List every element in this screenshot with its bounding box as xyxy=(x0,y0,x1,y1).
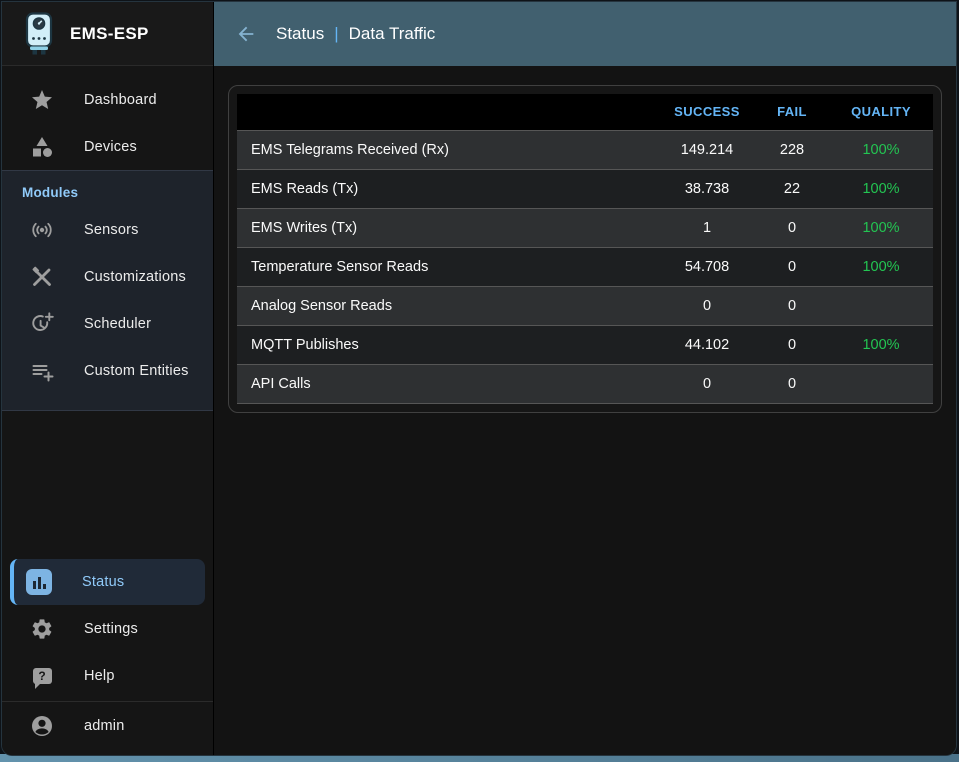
column-header-name xyxy=(237,94,659,130)
sidebar-item-admin[interactable]: admin xyxy=(2,702,213,749)
row-quality-value: 100% xyxy=(829,207,933,247)
user-label: admin xyxy=(84,717,125,734)
topbar-page: Data Traffic xyxy=(348,24,436,43)
row-label: Temperature Sensor Reads xyxy=(237,246,659,286)
playlist-add-icon xyxy=(30,359,54,383)
sidebar-divider xyxy=(2,701,213,702)
sidebar-item-status[interactable]: Status xyxy=(10,559,205,605)
clock-plus-icon xyxy=(30,311,54,336)
sidebar-item-label: Help xyxy=(84,667,115,684)
topbar-separator: | xyxy=(334,24,339,43)
tools-icon xyxy=(30,265,54,289)
star-icon xyxy=(30,88,54,112)
table-row: EMS Writes (Tx) 1 0 100% xyxy=(237,207,933,247)
row-success-value: 149.214 xyxy=(659,129,755,169)
sidebar-item-label: Status xyxy=(82,574,125,590)
row-success-value: 54.708 xyxy=(659,246,755,286)
topbar: Status | Data Traffic xyxy=(214,2,956,66)
row-fail-value: 0 xyxy=(755,207,829,247)
page-title: Status | Data Traffic xyxy=(276,24,435,44)
row-success-value: 38.738 xyxy=(659,168,755,208)
sidebar-main-nav: Dashboard Devices xyxy=(2,66,213,170)
sidebar-item-label: Sensors xyxy=(84,221,139,238)
help-bubble-icon: ? xyxy=(30,664,54,689)
app-title: EMS-ESP xyxy=(70,23,149,43)
row-fail-value: 228 xyxy=(755,129,829,169)
back-button[interactable] xyxy=(232,20,260,48)
sidebar-item-label: Custom Entities xyxy=(84,362,189,379)
row-success-value: 1 xyxy=(659,207,755,247)
table-header-row: SUCCESS FAIL QUALITY xyxy=(237,94,933,130)
boiler-logo-icon xyxy=(22,11,56,56)
row-label: Analog Sensor Reads xyxy=(237,285,659,325)
topbar-section: Status xyxy=(276,24,325,43)
sidebar-item-label: Scheduler xyxy=(84,315,152,332)
main-area: Status | Data Traffic SUCCESS FAIL xyxy=(214,2,956,755)
row-label: EMS Reads (Tx) xyxy=(237,168,659,208)
row-quality-value: 100% xyxy=(829,324,933,364)
sidebar-spacer xyxy=(2,411,213,559)
sidebar-item-devices[interactable]: Devices xyxy=(2,123,213,170)
sidebar-item-customizations[interactable]: Customizations xyxy=(2,253,213,300)
row-success-value: 0 xyxy=(659,285,755,325)
gear-icon xyxy=(30,617,54,641)
content-area: SUCCESS FAIL QUALITY EMS Telegrams Recei… xyxy=(214,66,956,755)
row-quality-value xyxy=(829,285,933,325)
sidebar-item-label: Dashboard xyxy=(84,91,157,108)
sidebar-item-label: Settings xyxy=(84,620,138,637)
sidebar-item-settings[interactable]: Settings xyxy=(2,605,213,652)
row-quality-value: 100% xyxy=(829,129,933,169)
modules-section-label: Modules xyxy=(22,185,79,200)
account-circle-icon xyxy=(30,714,54,738)
sidebar-modules-section: Modules Sensors xyxy=(2,170,213,411)
row-quality-value: 100% xyxy=(829,168,933,208)
table-row: EMS Telegrams Received (Rx) 149.214 228 … xyxy=(237,129,933,169)
sidebar-item-label: Devices xyxy=(84,138,137,155)
table-row: EMS Reads (Tx) 38.738 22 100% xyxy=(237,168,933,208)
row-fail-value: 0 xyxy=(755,324,829,364)
row-label: EMS Telegrams Received (Rx) xyxy=(237,129,659,169)
sidebar-item-help[interactable]: ? Help xyxy=(2,652,213,699)
table-row: API Calls 0 0 xyxy=(237,363,933,404)
sidebar-item-label: Customizations xyxy=(84,268,186,285)
row-quality-value: 100% xyxy=(829,246,933,286)
arrow-back-icon xyxy=(238,26,254,42)
column-header-fail: FAIL xyxy=(755,94,829,130)
row-fail-value: 0 xyxy=(755,285,829,325)
sidebar-item-scheduler[interactable]: Scheduler xyxy=(2,300,213,347)
data-traffic-table: SUCCESS FAIL QUALITY EMS Telegrams Recei… xyxy=(237,94,933,404)
sidebar: EMS-ESP Dashboard xyxy=(2,2,214,755)
row-fail-value: 22 xyxy=(755,168,829,208)
table-row: MQTT Publishes 44.102 0 100% xyxy=(237,324,933,364)
table-row: Analog Sensor Reads 0 0 xyxy=(237,285,933,325)
row-fail-value: 0 xyxy=(755,246,829,286)
sensors-icon xyxy=(30,218,54,242)
row-fail-value: 0 xyxy=(755,363,829,404)
category-icon xyxy=(30,135,54,159)
window-frame-band xyxy=(0,754,959,762)
row-success-value: 44.102 xyxy=(659,324,755,364)
row-label: API Calls xyxy=(237,363,659,404)
row-label: MQTT Publishes xyxy=(237,324,659,364)
sidebar-item-sensors[interactable]: Sensors xyxy=(2,206,213,253)
column-header-success: SUCCESS xyxy=(659,94,755,130)
column-header-quality: QUALITY xyxy=(829,94,933,130)
sidebar-item-custom-entities[interactable]: Custom Entities xyxy=(2,347,213,394)
row-quality-value xyxy=(829,363,933,404)
data-traffic-card: SUCCESS FAIL QUALITY EMS Telegrams Recei… xyxy=(228,85,942,413)
table-row: Temperature Sensor Reads 54.708 0 100% xyxy=(237,246,933,286)
sidebar-item-dashboard[interactable]: Dashboard xyxy=(2,76,213,123)
bar-chart-icon xyxy=(26,569,52,595)
sidebar-header: EMS-ESP xyxy=(2,2,213,66)
row-success-value: 0 xyxy=(659,363,755,404)
row-label: EMS Writes (Tx) xyxy=(237,207,659,247)
